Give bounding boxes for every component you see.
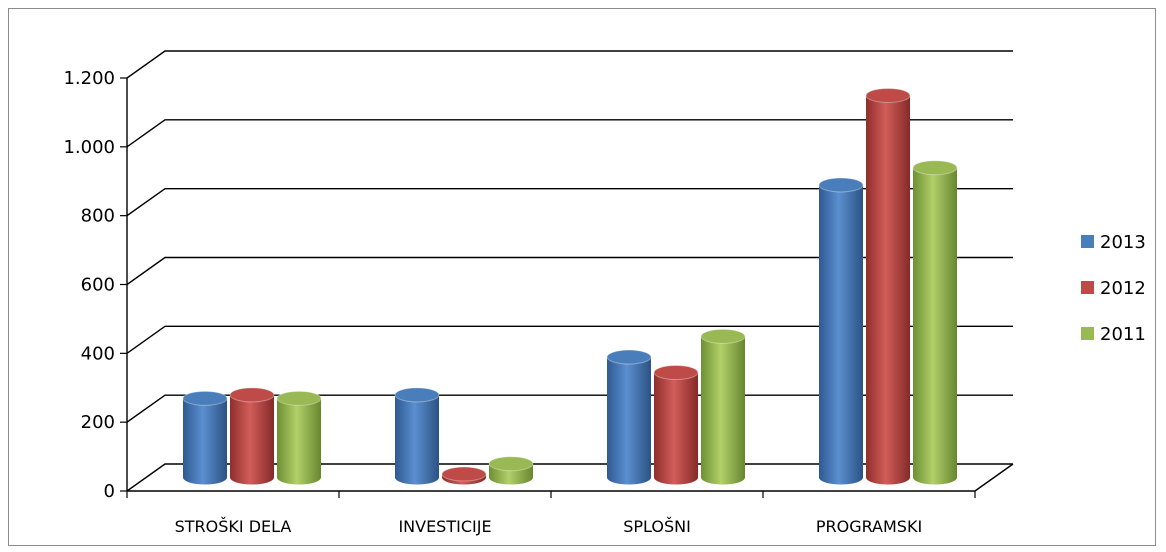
legend-label-2012: 2012	[1100, 278, 1146, 299]
bar-body	[183, 398, 227, 485]
legend: 2013 2012 2011	[1081, 232, 1146, 345]
legend-swatch-2013	[1081, 235, 1094, 248]
legend-swatch-2012	[1081, 281, 1094, 294]
gridline	[126, 256, 1013, 286]
bar-body	[654, 372, 698, 485]
gridline	[126, 50, 1013, 79]
legend-swatch-2011	[1081, 327, 1094, 340]
bar-body	[819, 184, 863, 485]
x-category-label: PROGRAMSKI	[816, 517, 922, 536]
bar-body	[701, 336, 745, 485]
x-category-label: STROŠKI DELA	[175, 517, 292, 536]
bar-top	[653, 365, 699, 381]
gridline	[126, 187, 1013, 217]
y-tick-label: 400	[81, 343, 115, 364]
bar-top	[441, 466, 487, 482]
legend-label-2013: 2013	[1100, 232, 1146, 253]
bar-body	[277, 398, 321, 485]
legend-label-2011: 2011	[1100, 324, 1146, 345]
bar-top	[229, 387, 275, 403]
bar-top	[865, 87, 911, 103]
axes-layer: 0 200 400 600 800 1.000 1.200	[63, 68, 1014, 502]
bar-2012-3	[653, 365, 699, 485]
y-tick-label: 1.000	[63, 137, 115, 158]
bar-top	[182, 390, 228, 406]
gridline	[126, 119, 1013, 148]
bar-2011-3	[700, 328, 746, 485]
bar-2012-4	[865, 87, 911, 485]
bar-top	[912, 160, 958, 176]
gridline	[126, 325, 1013, 354]
y-tick-label: 0	[104, 481, 115, 502]
bar-2013-4	[818, 177, 864, 485]
bars-layer	[182, 87, 958, 485]
bar-top	[700, 328, 746, 344]
bar-body	[230, 394, 274, 485]
bar-top	[818, 177, 864, 193]
bar-body	[607, 357, 651, 485]
y-tick-label: 200	[81, 412, 115, 433]
bar-2013-2	[394, 387, 440, 485]
bar-2013-1	[182, 390, 228, 485]
bar-2011-4	[912, 160, 958, 485]
y-tick-label: 1.200	[63, 68, 115, 89]
bar-top	[606, 349, 652, 365]
bar-2011-1	[276, 390, 322, 485]
x-category-label: INVESTICIJE	[398, 517, 491, 536]
bar-body	[913, 167, 957, 485]
bar-top	[394, 387, 440, 403]
bar-2012-1	[229, 387, 275, 485]
bar-top	[488, 456, 534, 472]
bar-body	[395, 394, 439, 485]
bar-body	[866, 95, 910, 485]
x-category-label: SPLOŠNI	[623, 517, 691, 536]
bar-top	[276, 390, 322, 406]
bar-2013-3	[606, 349, 652, 485]
y-tick-label: 800	[81, 206, 115, 227]
y-tick-label: 600	[81, 275, 115, 296]
bar-2011-2	[488, 456, 534, 485]
labels-layer: STROŠKI DELA INVESTICIJE SPLOŠNI PROGRAMSKI	[175, 517, 923, 536]
bar-2012-2	[441, 466, 487, 485]
